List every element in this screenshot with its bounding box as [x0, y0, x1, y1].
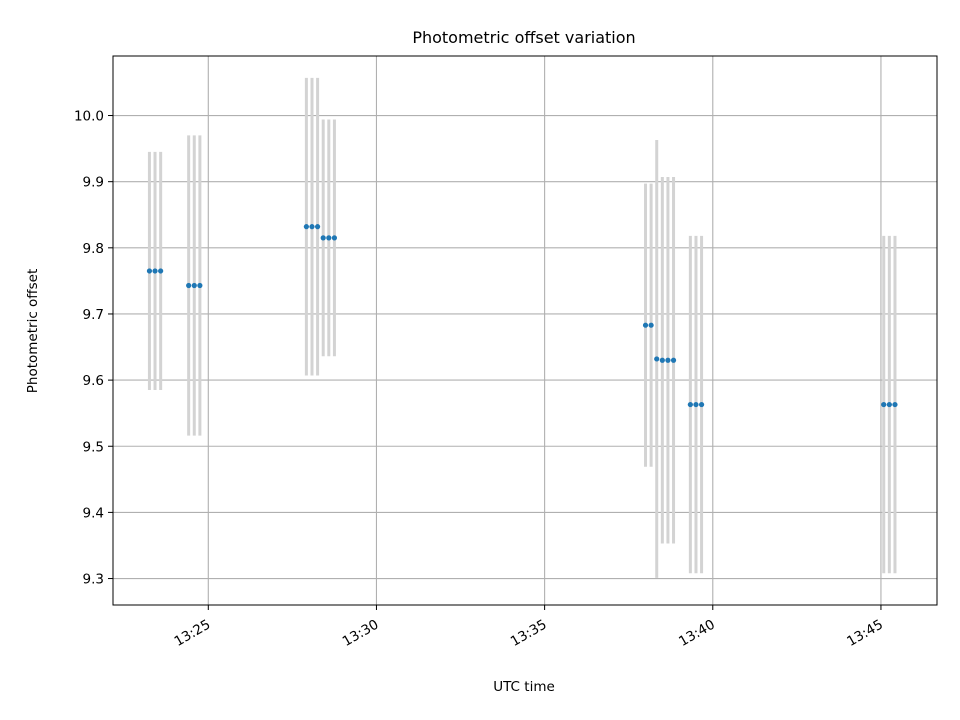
data-point	[670, 357, 677, 363]
data-point	[642, 322, 649, 328]
data-point	[186, 282, 192, 289]
y-tick-label: 9.7	[83, 307, 104, 323]
grid	[113, 56, 937, 605]
plot-frame	[112, 55, 938, 606]
data-point	[892, 401, 898, 408]
y-tick-label: 9.8	[83, 241, 104, 257]
y-tick-label: 9.3	[83, 572, 104, 588]
data-point	[152, 268, 158, 274]
data-point	[886, 401, 892, 408]
data-point	[191, 282, 197, 289]
chart-title: Photometric offset variation	[412, 28, 635, 47]
data-point	[146, 268, 153, 274]
data-points	[146, 224, 898, 408]
data-point	[303, 224, 309, 230]
x-axis-label: UTC time	[493, 679, 555, 695]
data-point	[693, 401, 699, 408]
data-point	[326, 235, 332, 241]
data-point	[654, 356, 660, 362]
data-point	[665, 357, 671, 363]
data-point	[197, 282, 203, 289]
data-point	[687, 401, 693, 408]
data-point	[158, 268, 164, 274]
y-axis-label: Photometric offset	[25, 269, 41, 393]
data-point	[659, 357, 665, 363]
data-point	[331, 235, 338, 241]
y-tick-label: 9.4	[83, 505, 104, 521]
data-point	[314, 224, 321, 230]
data-point	[309, 224, 315, 230]
data-point	[648, 322, 654, 328]
y-tick-label: 9.6	[83, 373, 104, 389]
data-point	[881, 401, 887, 408]
data-point	[698, 401, 705, 408]
y-tick-label: 9.9	[83, 175, 104, 191]
y-tick-label: 9.5	[83, 439, 104, 455]
y-tick-label: 10.0	[74, 109, 104, 125]
data-point	[320, 235, 326, 241]
